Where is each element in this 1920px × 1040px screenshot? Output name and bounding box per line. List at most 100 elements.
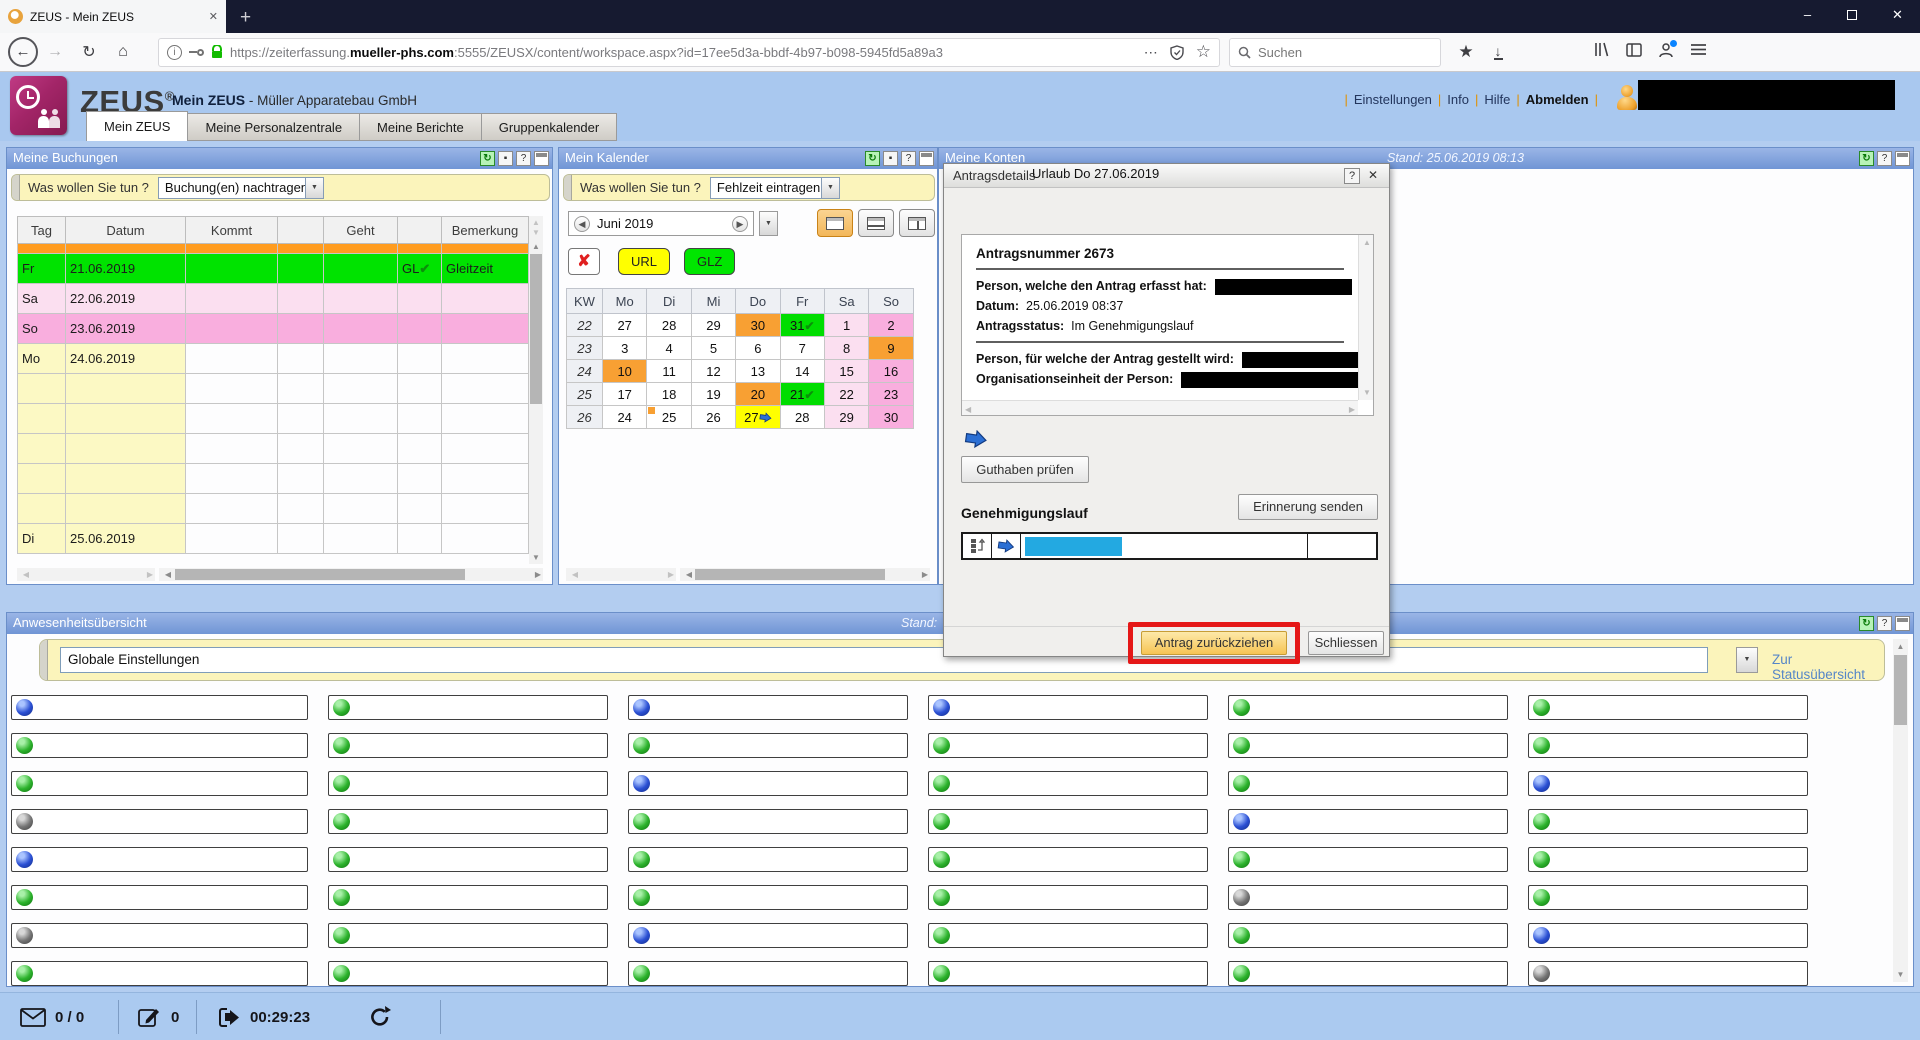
buchungen-action-dropdown[interactable]: Buchung(en) nachtragen ▼ (157, 176, 324, 199)
reload-button-icon[interactable]: ↻ (82, 44, 96, 61)
calendar-day[interactable]: 22 (823, 382, 870, 406)
calendar-day[interactable]: 1 (823, 313, 870, 337)
presence-status-box[interactable] (1528, 733, 1808, 758)
presence-status-box[interactable] (328, 885, 608, 910)
browser-tab[interactable]: ZEUS - Mein ZEUS ✕ (0, 0, 226, 33)
presence-status-box[interactable] (1528, 771, 1808, 796)
table-row[interactable] (17, 403, 529, 434)
calendar-day[interactable]: 6 (735, 336, 781, 360)
calendar-day[interactable]: 19 (690, 382, 737, 406)
header-link-info[interactable]: Info (1447, 92, 1469, 107)
toolbar-handle[interactable] (564, 175, 572, 200)
table-row[interactable]: So 23.06.2019 (17, 313, 529, 344)
calendar-day[interactable]: 27 (601, 313, 648, 337)
session-logout-icon[interactable] (218, 1007, 241, 1028)
refresh-icon[interactable] (368, 1005, 392, 1029)
modal-box-hscrollbar[interactable]: ◀ ▶ (962, 400, 1358, 415)
page-info-icon[interactable]: i (167, 44, 182, 60)
tab-close-icon[interactable]: ✕ (208, 11, 218, 23)
bookmarks-menu-icon[interactable]: ★︎ (1458, 42, 1474, 61)
table-row[interactable] (17, 433, 529, 464)
calendar-day[interactable]: 29 (690, 313, 737, 337)
table-row[interactable] (17, 493, 529, 524)
window-minimize-button[interactable]: – (1803, 7, 1812, 22)
guthaben-pruefen-button[interactable]: Guthaben prüfen (961, 456, 1089, 483)
dropdown-arrow-icon[interactable]: ▼ (304, 177, 323, 198)
panel-window-icon[interactable] (1895, 616, 1910, 631)
panel-refresh-icon[interactable]: ↻ (1859, 616, 1874, 631)
table-row[interactable]: Fr 21.06.2019 GL✔ Gleitzeit (17, 253, 529, 284)
anwesenheit-vscrollbar[interactable]: ▲ ▼ (1893, 639, 1908, 982)
presence-status-box[interactable] (328, 733, 608, 758)
presence-status-box[interactable] (11, 923, 308, 948)
kalender-hscrollbar[interactable]: ◀ ▶ (680, 568, 930, 581)
presence-status-box[interactable] (928, 809, 1208, 834)
new-tab-button[interactable]: + (240, 7, 252, 28)
status-overview-link[interactable]: Zur Statusübersicht (1772, 652, 1866, 682)
calendar-day[interactable]: 30 (868, 405, 914, 429)
panel-window-icon[interactable] (534, 151, 549, 166)
url-absence-button[interactable]: URL (618, 248, 671, 275)
calendar-day[interactable]: 11 (646, 359, 692, 383)
modal-help-icon[interactable]: ? (1344, 168, 1360, 184)
kalender-action-dropdown[interactable]: Fehlzeit eintragen ▼ (709, 176, 840, 199)
back-button-icon[interactable]: ← (8, 37, 38, 67)
table-row[interactable]: Sa 22.06.2019 (17, 283, 529, 314)
panel-window-icon[interactable] (919, 151, 934, 166)
presence-status-box[interactable] (1528, 809, 1808, 834)
panel-refresh-icon[interactable]: ↻ (480, 151, 495, 166)
buchungen-hscrollbar-left[interactable]: ◀ ▶ (17, 568, 155, 581)
toolbar-handle[interactable] (40, 640, 48, 680)
account-icon[interactable] (1653, 39, 1679, 63)
settings-dropdown[interactable]: Globale Einstellungen (60, 647, 1708, 673)
presence-status-box[interactable] (11, 809, 308, 834)
window-restore-button[interactable] (1830, 0, 1875, 33)
header-link-einstellungen[interactable]: Einstellungen (1353, 92, 1432, 107)
forward-button-icon[interactable]: → (47, 43, 63, 60)
erinnerung-senden-button[interactable]: Erinnerung senden (1238, 494, 1378, 520)
presence-status-box[interactable] (628, 809, 908, 834)
bookmark-star-icon[interactable]: ☆ (1195, 42, 1211, 61)
presence-status-box[interactable] (928, 961, 1208, 986)
panel-help-icon[interactable]: ? (516, 151, 531, 166)
calendar-day[interactable]: 12 (690, 359, 737, 383)
view-split-button[interactable] (858, 209, 894, 237)
calendar-day[interactable]: 25 (646, 405, 692, 429)
app-tab-gruppenkalender[interactable]: Gruppenkalender (481, 113, 618, 141)
panel-refresh-icon[interactable]: ↻ (1859, 151, 1874, 166)
table-row[interactable] (17, 463, 529, 494)
table-row[interactable] (17, 373, 529, 404)
presence-status-box[interactable] (928, 885, 1208, 910)
panel-help-icon[interactable]: ? (1877, 151, 1892, 166)
presence-status-box[interactable] (1228, 809, 1508, 834)
presence-status-box[interactable] (628, 771, 908, 796)
presence-status-box[interactable] (1228, 695, 1508, 720)
presence-status-box[interactable] (1228, 771, 1508, 796)
view-month-button[interactable] (817, 209, 853, 237)
panel-window-icon[interactable] (1895, 151, 1910, 166)
settings-dropdown-arrow-icon[interactable]: ▼ (1736, 647, 1758, 673)
permission-icon[interactable] (189, 48, 204, 56)
presence-status-box[interactable] (1228, 923, 1508, 948)
presence-status-box[interactable] (328, 771, 608, 796)
presence-status-box[interactable] (628, 733, 908, 758)
calendar-day[interactable]: 28 (646, 313, 692, 337)
app-tab-meine-personalzentrale[interactable]: Meine Personalzentrale (188, 113, 361, 141)
view-list-button[interactable] (899, 209, 935, 237)
modal-close-icon[interactable]: ✕ (1367, 168, 1379, 182)
calendar-day[interactable]: 31✔ (779, 313, 825, 337)
url-bar[interactable]: i https://zeiterfassung.mueller-phs.com:… (158, 37, 1220, 67)
presence-status-box[interactable] (11, 885, 308, 910)
window-close-button[interactable]: ✕ (1892, 7, 1903, 22)
presence-status-box[interactable] (1228, 847, 1508, 872)
presence-status-box[interactable] (928, 733, 1208, 758)
calendar-day[interactable]: 7 (779, 336, 825, 360)
presence-status-box[interactable] (928, 923, 1208, 948)
presence-status-box[interactable] (1228, 961, 1508, 986)
search-bar[interactable]: Suchen (1229, 37, 1441, 67)
table-row[interactable]: Mo 24.06.2019 (17, 343, 529, 374)
calendar-day[interactable]: 4 (646, 336, 692, 360)
calendar-day[interactable]: 17 (601, 382, 648, 406)
presence-status-box[interactable] (928, 847, 1208, 872)
presence-status-box[interactable] (1228, 733, 1508, 758)
